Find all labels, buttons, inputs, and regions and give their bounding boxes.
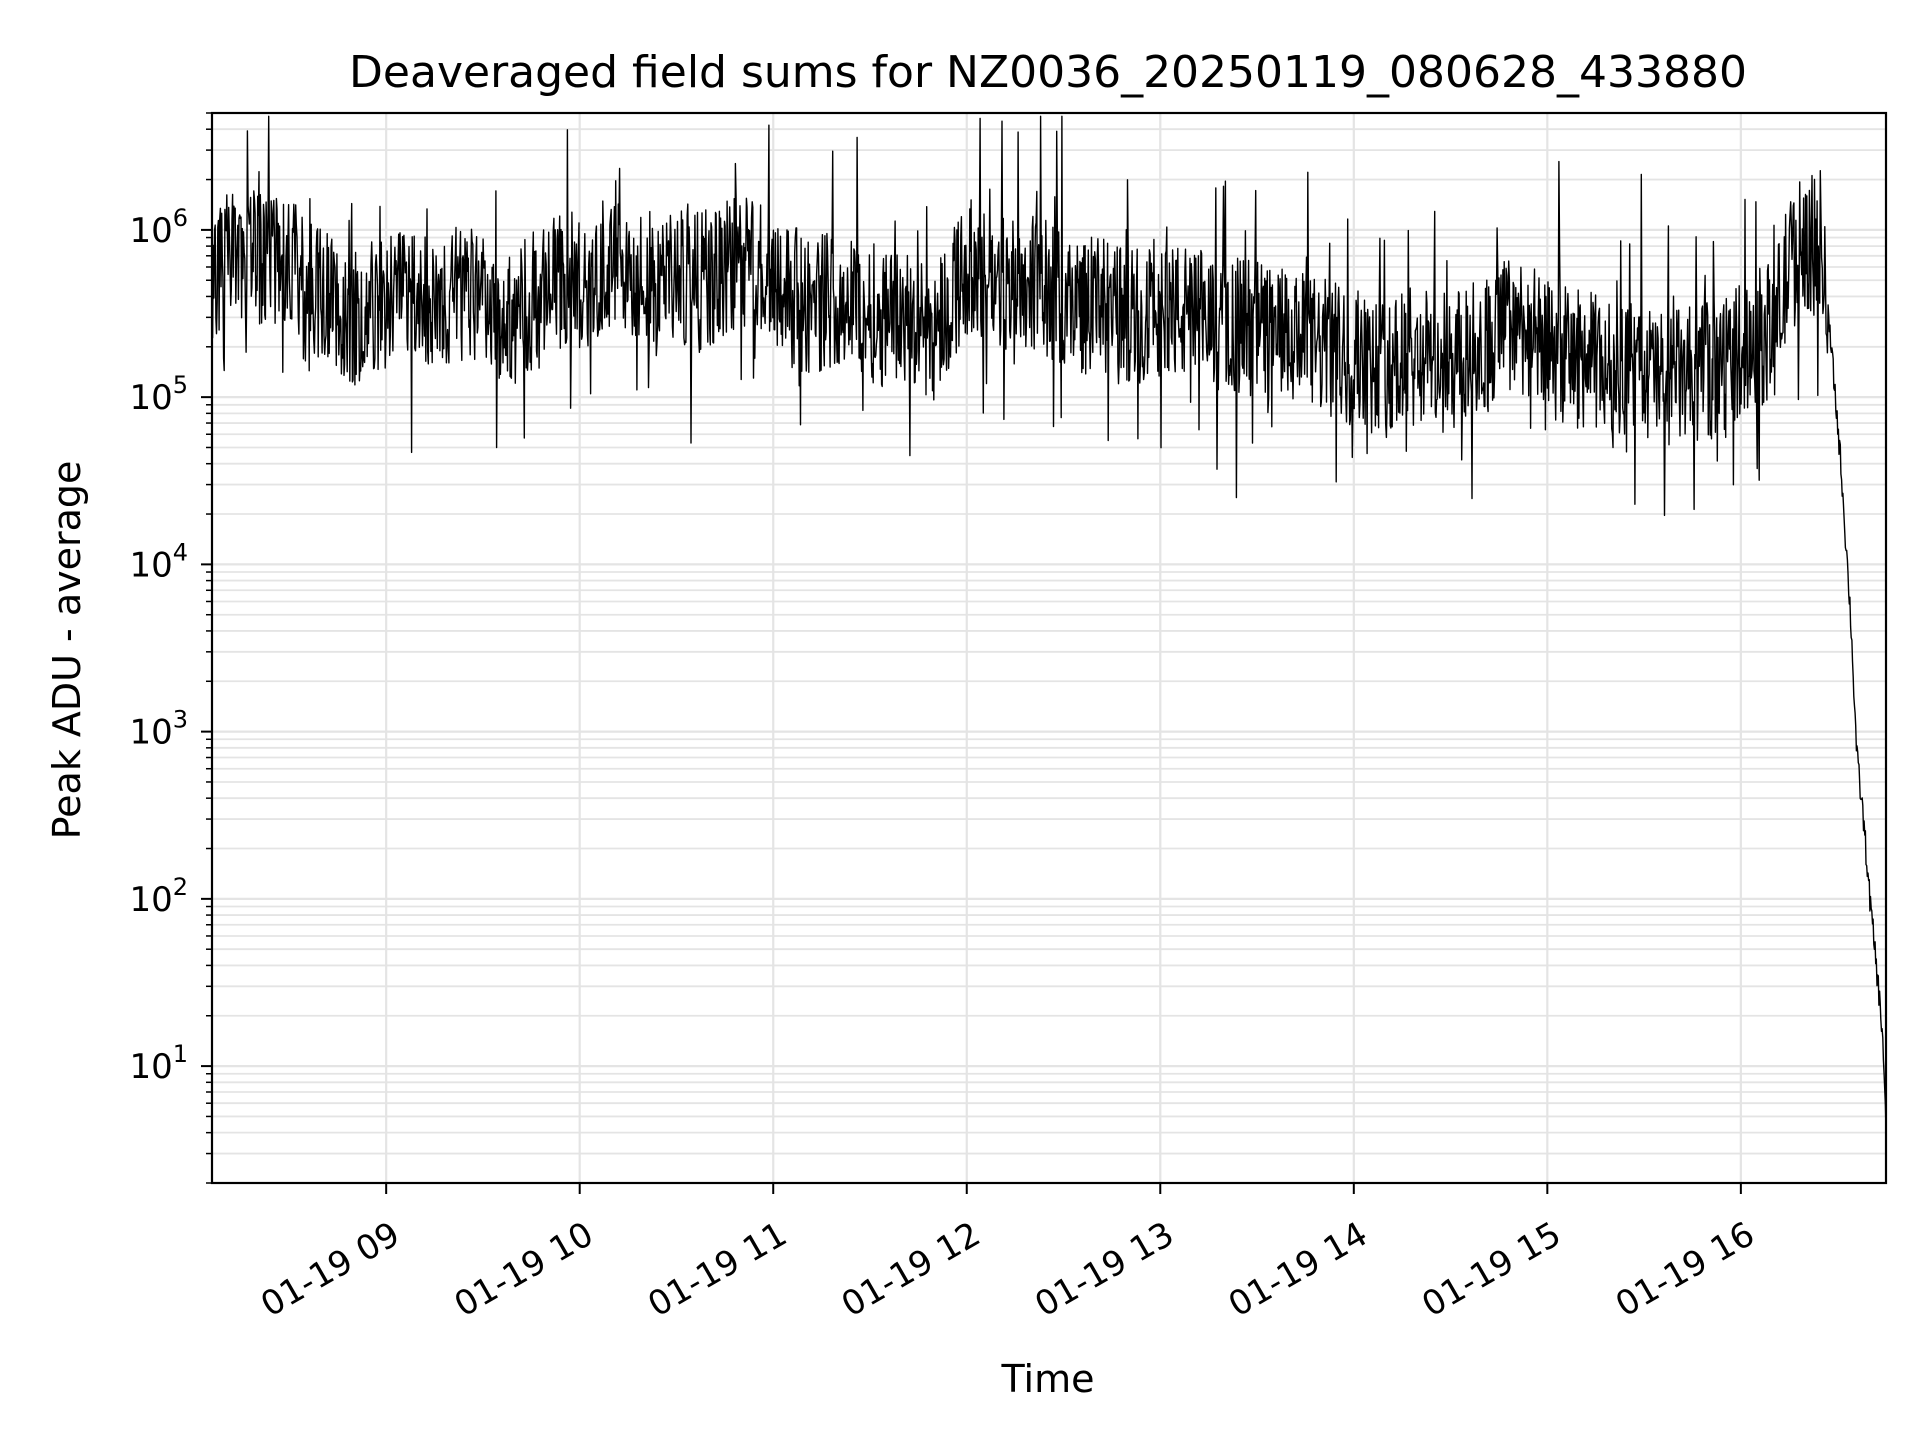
y-tick-label: 105 bbox=[129, 371, 188, 418]
x-tick-label: 01-19 09 bbox=[254, 1214, 406, 1325]
plot-frame bbox=[210, 111, 1888, 1185]
chart-title: Deaveraged field sums for NZ0036_2025011… bbox=[349, 47, 1747, 98]
y-tick-label: 106 bbox=[129, 204, 188, 251]
series-line bbox=[211, 115, 1887, 1130]
series-layer bbox=[211, 115, 1887, 1130]
x-tick-label: 01-19 14 bbox=[1222, 1214, 1374, 1325]
y-axis-title: Peak ADU - average bbox=[45, 461, 89, 840]
x-tick-label: 01-19 11 bbox=[641, 1214, 793, 1325]
x-tick-label: 01-19 12 bbox=[835, 1214, 987, 1325]
x-axis-title: Time bbox=[1001, 1357, 1095, 1401]
y-tick-label: 103 bbox=[129, 706, 188, 753]
x-tick-label: 01-19 15 bbox=[1415, 1214, 1567, 1325]
y-tick-label: 104 bbox=[129, 538, 188, 585]
x-tick-label: 01-19 16 bbox=[1609, 1214, 1761, 1325]
x-axis: 01-19 09 01-19 10 01-19 11 01-19 12 01-19 13… bbox=[254, 1183, 1761, 1325]
x-tick-label: 01-19 10 bbox=[448, 1214, 600, 1325]
y-axis: 101 102 103 104 105 106 bbox=[129, 112, 212, 1184]
x-tick-label: 01-19 13 bbox=[1028, 1214, 1180, 1325]
y-tick-label: 102 bbox=[129, 873, 188, 920]
y-tick-label: 101 bbox=[129, 1040, 188, 1087]
